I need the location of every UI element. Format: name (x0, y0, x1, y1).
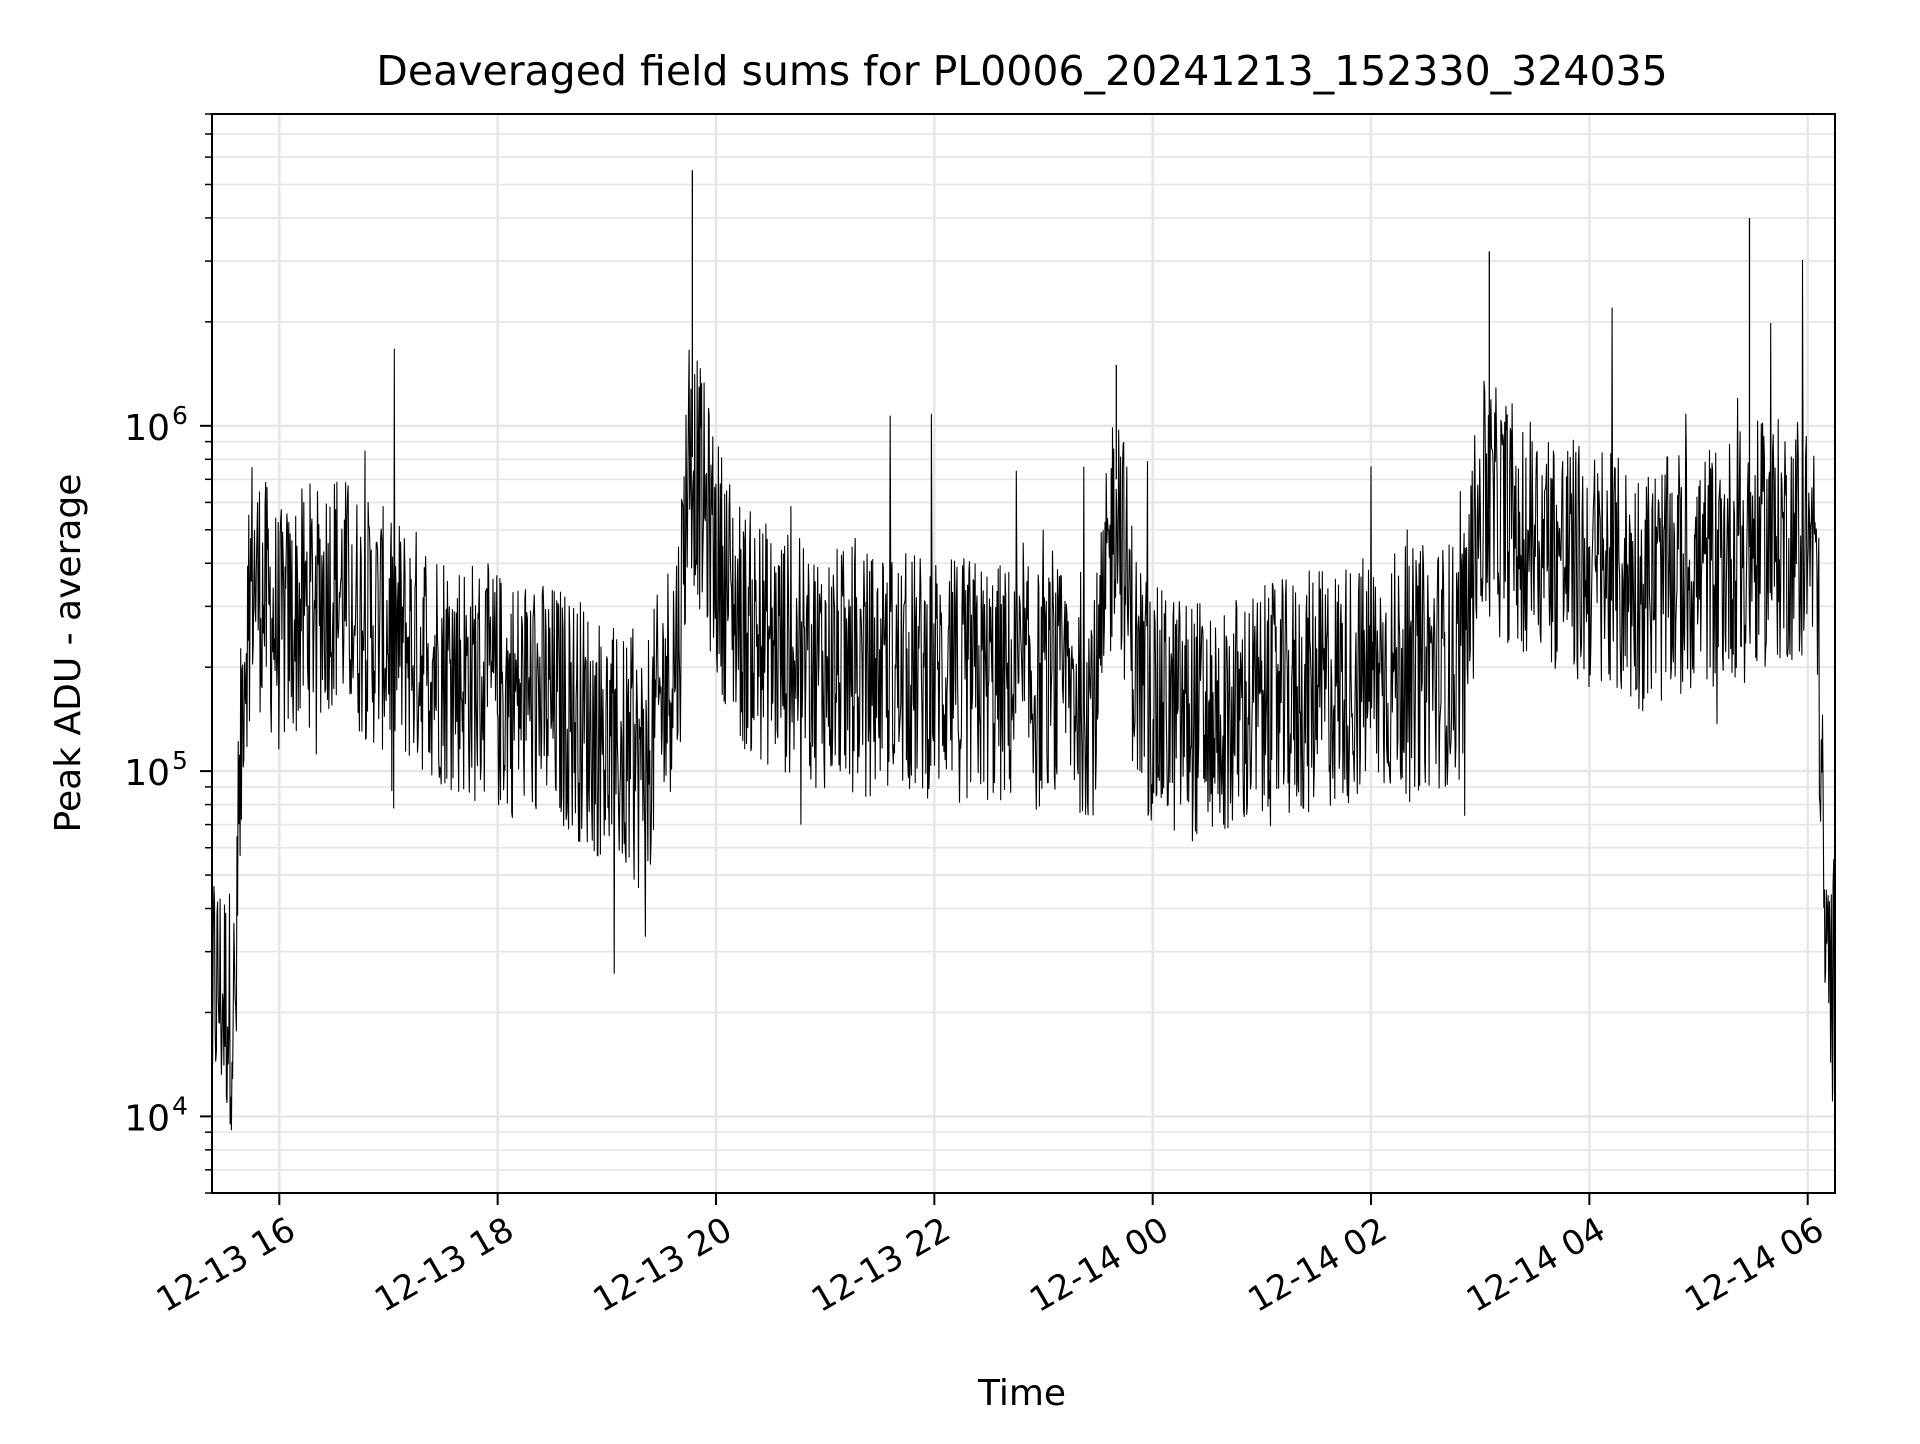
x-tick-label: 12-14 06 (1678, 1210, 1830, 1321)
y-tick-label: 10 (124, 1098, 170, 1139)
y-tick-label-exponent: 6 (172, 401, 188, 430)
series-layer (211, 170, 1836, 1131)
x-axis-label: Time (977, 1373, 1066, 1414)
x-tick-label: 12-13 16 (150, 1210, 302, 1321)
y-tick-label: 10 (124, 753, 170, 794)
plot-frame (211, 113, 1836, 1194)
x-tick-label: 12-14 04 (1460, 1210, 1612, 1321)
grid-layer (212, 113, 1835, 1194)
series-line (211, 259, 1836, 1131)
y-tick-label-exponent: 4 (172, 1091, 188, 1120)
x-tick-label: 12-13 18 (368, 1210, 520, 1321)
x-tick-label: 12-13 22 (805, 1210, 957, 1321)
y-tick-label: 10 (124, 408, 170, 449)
y-axis-label: Peak ADU - average (48, 474, 89, 833)
x-tick-label: 12-14 00 (1023, 1210, 1175, 1321)
x-tick-label: 12-14 02 (1242, 1210, 1394, 1321)
chart-title: Deaveraged field sums for PL0006_2024121… (376, 47, 1667, 95)
x-tick-label: 12-13 20 (587, 1210, 739, 1321)
y-tick-label-exponent: 5 (172, 746, 188, 775)
